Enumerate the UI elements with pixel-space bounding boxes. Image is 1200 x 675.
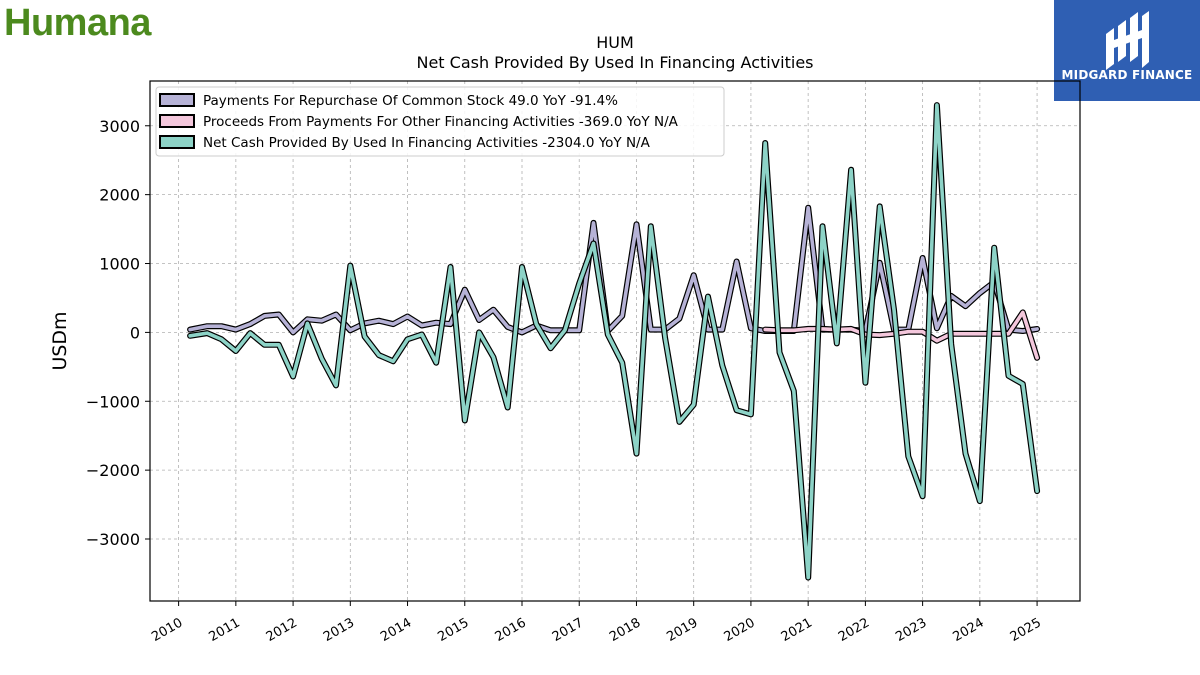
x-tick-label: 2022: [836, 615, 872, 645]
y-tick-label: −3000: [86, 530, 140, 549]
humana-logo: Humana: [4, 2, 151, 44]
x-tick-label: 2020: [722, 615, 758, 645]
x-tick-label: 2012: [264, 615, 300, 645]
series-line-1: [188, 205, 1039, 335]
y-tick-label: 0: [130, 323, 140, 342]
midgard-finance-text: MIDGARD FINANCE: [1061, 68, 1193, 82]
legend: Payments For Repurchase Of Common Stock …: [155, 86, 725, 157]
x-axis-ticks: 2010 2011 2012 2013 2014 2015 2016 2017 2018 2019…: [149, 601, 1044, 645]
y-tick-label: 3000: [99, 117, 140, 136]
x-tick-label: 2015: [435, 615, 471, 645]
legend-box: [155, 86, 725, 157]
legend-swatch: [159, 114, 195, 128]
series-lines: [187, 102, 1041, 581]
series-line-3: [188, 103, 1039, 580]
x-tick-label: 2023: [893, 615, 929, 645]
x-tick-label: 2017: [550, 615, 586, 645]
y-tick-label: −1000: [86, 392, 140, 411]
legend-swatch: [159, 93, 195, 107]
y-tick-label: −2000: [86, 461, 140, 480]
y-tick-label: 1000: [99, 255, 140, 274]
legend-label: Net Cash Provided By Used In Financing A…: [203, 135, 651, 151]
chart-subtitle: Net Cash Provided By Used In Financing A…: [416, 53, 813, 72]
x-tick-label: 2010: [149, 615, 185, 645]
x-tick-label: 2014: [378, 615, 414, 645]
plot-frame: [149, 80, 1081, 602]
chart-title: HUM: [596, 33, 634, 52]
x-tick-label: 2019: [664, 615, 700, 645]
x-tick-label: 2018: [607, 615, 643, 645]
x-tick-label: 2024: [950, 615, 986, 645]
y-axis-ticks: −3000 −2000 −1000 0 1000 2000 3000: [86, 117, 150, 549]
legend-label: Proceeds From Payments For Other Financi…: [203, 114, 679, 130]
x-tick-label: 2011: [206, 615, 242, 645]
y-axis-label: USDm: [49, 311, 71, 370]
x-tick-label: 2021: [779, 615, 815, 645]
legend-swatch: [159, 135, 195, 149]
midgard-emblem-icon: [1054, 0, 1200, 101]
midgard-finance-logo: MIDGARD FINANCE: [1054, 0, 1200, 101]
x-tick-label: 2013: [321, 615, 357, 645]
x-tick-label: 2016: [493, 615, 529, 645]
x-tick-label: 2025: [1008, 615, 1044, 645]
y-tick-label: 2000: [99, 186, 140, 205]
legend-label: Payments For Repurchase Of Common Stock …: [203, 93, 618, 109]
series-outline-3: [187, 102, 1041, 581]
